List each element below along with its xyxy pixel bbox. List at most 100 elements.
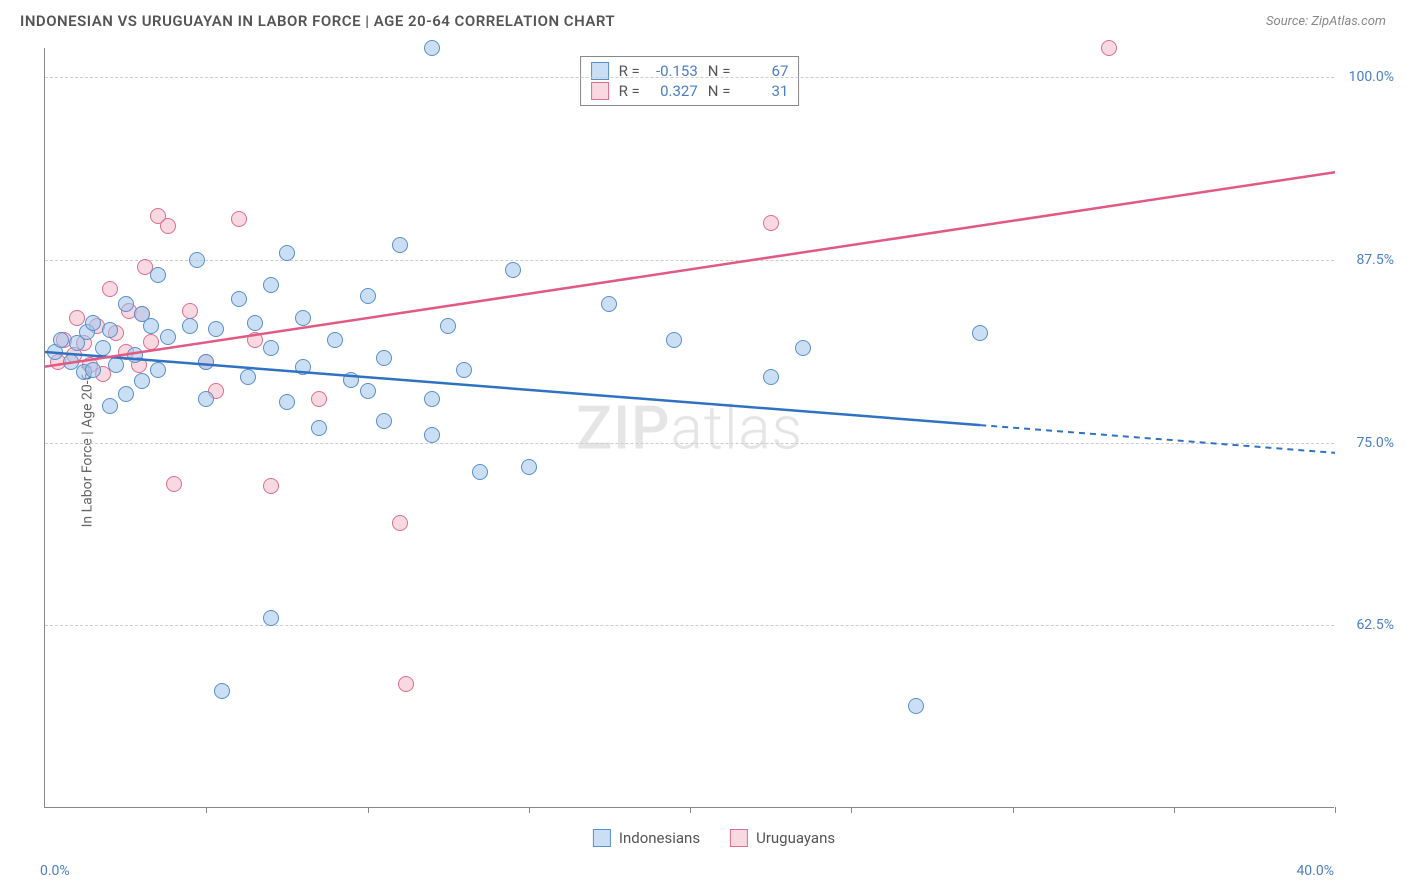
data-point — [208, 321, 224, 337]
data-point — [424, 40, 440, 56]
x-tick — [206, 807, 207, 813]
data-point — [360, 288, 376, 304]
plot-area: ZIPatlas R = -0.153 N = 67 R = 0.327 N =… — [44, 48, 1334, 808]
source-label: Source: ZipAtlas.com — [1266, 14, 1386, 29]
data-point — [279, 245, 295, 261]
chart-bottom-legend: Indonesians Uruguayans — [593, 829, 835, 847]
data-point — [376, 350, 392, 366]
data-point — [601, 296, 617, 312]
watermark: ZIPatlas — [576, 392, 803, 463]
data-point — [214, 683, 230, 699]
data-point — [166, 476, 182, 492]
x-axis-max-label: 40.0% — [1296, 863, 1334, 879]
data-point — [118, 386, 134, 402]
data-point — [763, 215, 779, 231]
swatch-uruguayans-icon — [591, 82, 609, 100]
data-point — [392, 515, 408, 531]
data-point — [398, 676, 414, 692]
regression-lines — [45, 48, 1335, 808]
data-point — [424, 427, 440, 443]
data-point — [150, 362, 166, 378]
data-point — [763, 369, 779, 385]
data-point — [240, 369, 256, 385]
data-point — [424, 391, 440, 407]
data-point — [279, 394, 295, 410]
chart-container: ZIPatlas R = -0.153 N = 67 R = 0.327 N =… — [44, 48, 1384, 853]
data-point — [263, 277, 279, 293]
chart-title: INDONESIAN VS URUGUAYAN IN LABOR FORCE |… — [20, 12, 615, 30]
x-axis-min-label: 0.0% — [40, 863, 70, 879]
gridline — [45, 625, 1334, 626]
series-label-uruguayans: Uruguayans — [756, 829, 835, 847]
swatch-uruguayans-icon — [730, 829, 748, 847]
data-point — [189, 252, 205, 268]
data-point — [505, 262, 521, 278]
legend-stats-row: R = 0.327 N = 31 — [591, 81, 789, 101]
data-point — [160, 329, 176, 345]
y-tick-label: 75.0% — [1339, 435, 1394, 451]
data-point — [198, 354, 214, 370]
data-point — [231, 211, 247, 227]
data-point — [182, 303, 198, 319]
data-point — [327, 332, 343, 348]
data-point — [908, 698, 924, 714]
data-point — [160, 218, 176, 234]
data-point — [182, 318, 198, 334]
data-point — [295, 359, 311, 375]
data-point — [972, 325, 988, 341]
y-tick-label: 100.0% — [1339, 69, 1394, 85]
data-point — [231, 291, 247, 307]
data-point — [102, 322, 118, 338]
data-point — [247, 315, 263, 331]
data-point — [247, 332, 263, 348]
legend-item-indonesians: Indonesians — [593, 829, 700, 847]
x-tick — [529, 807, 530, 813]
data-point — [795, 340, 811, 356]
data-point — [118, 296, 134, 312]
data-point — [108, 357, 124, 373]
data-point — [392, 237, 408, 253]
y-tick-label: 87.5% — [1339, 252, 1394, 268]
gridline — [45, 443, 1334, 444]
data-point — [143, 318, 159, 334]
x-tick — [1174, 807, 1175, 813]
data-point — [376, 413, 392, 429]
legend-item-uruguayans: Uruguayans — [730, 829, 835, 847]
r-value-uruguayans: 0.327 — [650, 82, 698, 100]
y-tick-label: 62.5% — [1339, 617, 1394, 633]
data-point — [456, 362, 472, 378]
data-point — [85, 315, 101, 331]
data-point — [85, 362, 101, 378]
data-point — [95, 340, 111, 356]
n-value-uruguayans: 31 — [740, 82, 788, 100]
x-tick — [368, 807, 369, 813]
data-point — [311, 420, 327, 436]
x-tick — [851, 807, 852, 813]
swatch-indonesians-icon — [593, 829, 611, 847]
data-point — [472, 464, 488, 480]
x-tick — [1335, 807, 1336, 813]
data-point — [150, 267, 166, 283]
r-label: R = — [619, 82, 640, 100]
gridline — [45, 260, 1334, 261]
data-point — [102, 281, 118, 297]
x-tick — [1013, 807, 1014, 813]
data-point — [1101, 40, 1117, 56]
data-point — [343, 372, 359, 388]
data-point — [440, 318, 456, 334]
data-point — [263, 478, 279, 494]
data-point — [295, 310, 311, 326]
series-label-indonesians: Indonesians — [619, 829, 700, 847]
data-point — [311, 391, 327, 407]
data-point — [143, 334, 159, 350]
watermark-suffix: atlas — [670, 392, 803, 463]
data-point — [521, 459, 537, 475]
data-point — [127, 347, 143, 363]
n-label: N = — [708, 82, 731, 100]
data-point — [263, 340, 279, 356]
legend-stats-box: R = -0.153 N = 67 R = 0.327 N = 31 — [580, 56, 800, 106]
gridline — [45, 77, 1334, 78]
watermark-prefix: ZIP — [576, 392, 670, 463]
data-point — [263, 610, 279, 626]
data-point — [198, 391, 214, 407]
